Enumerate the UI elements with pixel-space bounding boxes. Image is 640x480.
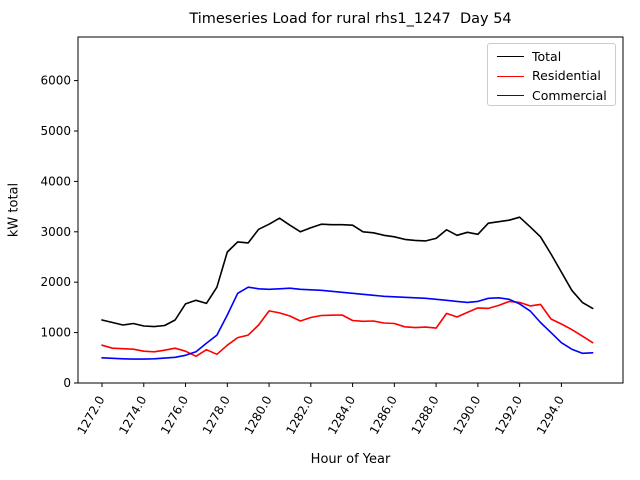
x-tick-label: 1288.0 xyxy=(409,394,442,437)
legend-label-total: Total xyxy=(532,48,562,64)
series-line-residential xyxy=(101,300,594,358)
series-line-commercial xyxy=(101,286,594,360)
legend-line-swatch-total xyxy=(497,56,524,58)
x-tick-label: 1282.0 xyxy=(283,394,316,437)
chart-title: Timeseries Load for rural rhs1_1247 Day … xyxy=(189,11,512,27)
y-tick-label: 5000 xyxy=(40,124,71,138)
legend-line-swatch-commercial xyxy=(497,95,524,97)
legend-line-swatch-residential xyxy=(497,75,524,77)
x-tick-label: 1276.0 xyxy=(158,394,191,437)
x-tick-label: 1294.0 xyxy=(534,394,567,437)
x-axis-label: Hour of Year xyxy=(310,452,391,467)
legend-entry-total: Total xyxy=(488,47,615,67)
x-tick-label: 1290.0 xyxy=(450,394,483,437)
x-tick-label: 1286.0 xyxy=(367,394,400,437)
y-tick-label: 3000 xyxy=(40,225,71,239)
x-tick-label: 1272.0 xyxy=(74,394,107,437)
legend: Total Residential Commercial xyxy=(487,43,616,106)
legend-entry-residential: Residential xyxy=(488,67,615,87)
legend-label-commercial: Commercial xyxy=(532,87,607,103)
x-tick-label: 1280.0 xyxy=(242,394,275,437)
x-tick-label: 1278.0 xyxy=(200,394,233,437)
x-tick-label: 1274.0 xyxy=(116,394,149,437)
y-tick-label: 4000 xyxy=(40,174,71,188)
x-tick-label: 1284.0 xyxy=(325,394,358,437)
y-tick-label: 2000 xyxy=(40,275,71,289)
axes-spines xyxy=(77,36,624,384)
legend-entry-commercial: Commercial xyxy=(488,86,615,106)
series-line-total xyxy=(101,216,594,328)
y-axis-label: kW total xyxy=(6,182,22,238)
y-tick-label: 1000 xyxy=(40,326,71,340)
x-tick-label: 1292.0 xyxy=(492,394,525,437)
legend-label-residential: Residential xyxy=(532,68,601,83)
y-tick-label: 0 xyxy=(63,376,71,390)
y-tick-label: 6000 xyxy=(40,74,71,88)
